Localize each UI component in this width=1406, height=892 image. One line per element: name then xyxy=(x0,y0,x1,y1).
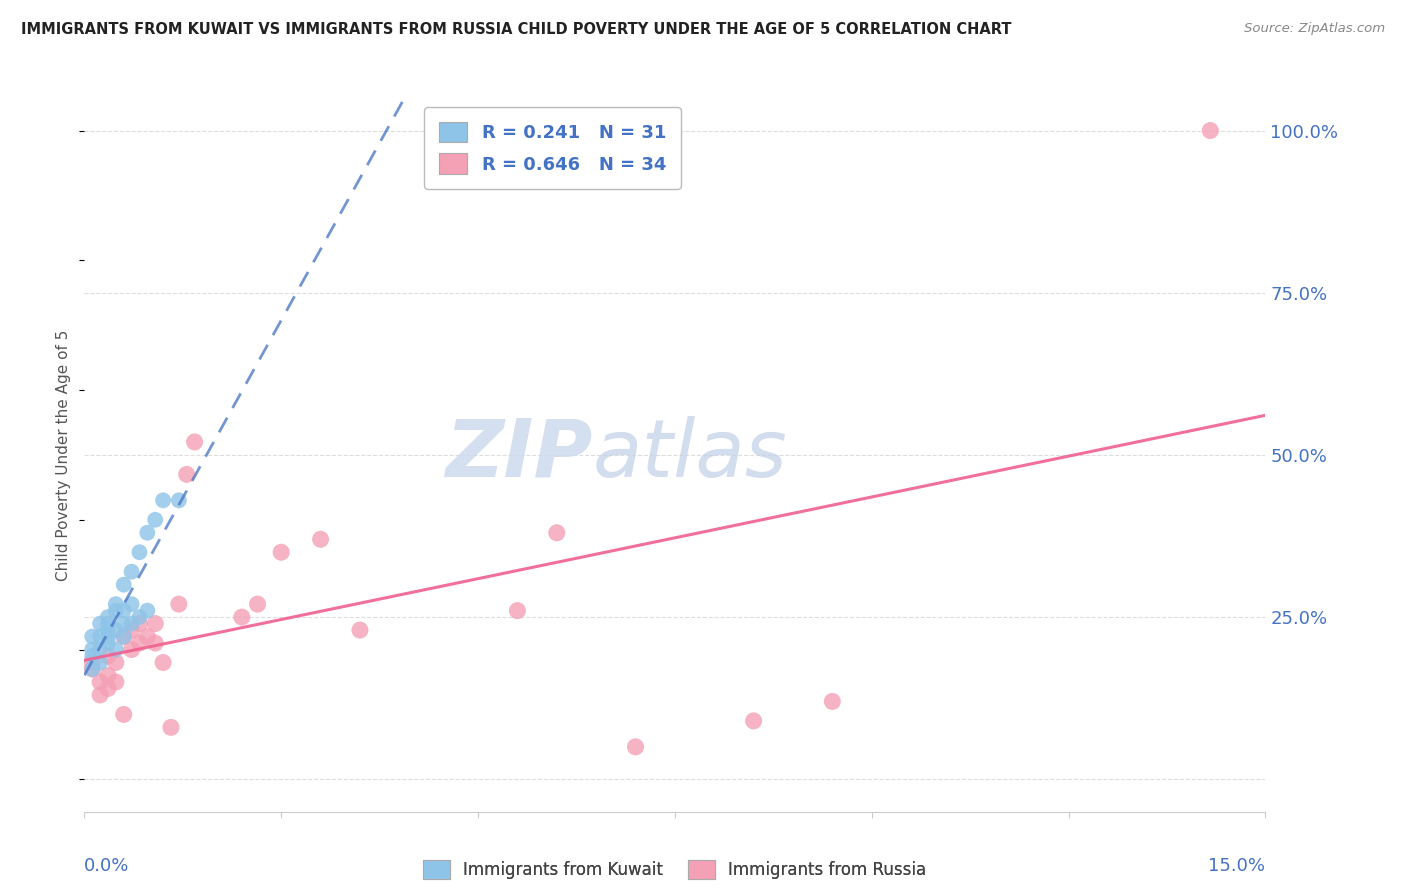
Point xyxy=(309,533,332,547)
Point xyxy=(89,688,111,702)
Point xyxy=(89,656,111,670)
Point xyxy=(128,610,150,624)
Point xyxy=(624,739,647,754)
Point xyxy=(82,662,104,676)
Text: 15.0%: 15.0% xyxy=(1208,857,1265,875)
Point xyxy=(104,675,127,690)
Point xyxy=(128,616,150,631)
Point xyxy=(152,493,174,508)
Point xyxy=(176,467,198,482)
Point xyxy=(97,681,120,696)
Point xyxy=(112,707,135,722)
Point xyxy=(97,668,120,682)
Point xyxy=(128,545,150,559)
Point xyxy=(136,604,159,618)
Point xyxy=(82,642,104,657)
Point xyxy=(143,616,166,631)
Text: 0.0%: 0.0% xyxy=(84,857,129,875)
Y-axis label: Child Poverty Under the Age of 5: Child Poverty Under the Age of 5 xyxy=(56,329,72,581)
Point xyxy=(121,642,143,657)
Point xyxy=(104,597,127,611)
Point xyxy=(1199,123,1222,137)
Point xyxy=(160,720,183,734)
Point xyxy=(97,616,120,631)
Point xyxy=(136,630,159,644)
Point xyxy=(89,630,111,644)
Point xyxy=(121,597,143,611)
Point xyxy=(97,648,120,663)
Point xyxy=(104,604,127,618)
Point xyxy=(128,636,150,650)
Legend: Immigrants from Kuwait, Immigrants from Russia: Immigrants from Kuwait, Immigrants from … xyxy=(416,853,934,886)
Point xyxy=(167,493,190,508)
Point xyxy=(121,623,143,637)
Point xyxy=(97,630,120,644)
Point xyxy=(104,642,127,657)
Text: Source: ZipAtlas.com: Source: ZipAtlas.com xyxy=(1244,22,1385,36)
Text: IMMIGRANTS FROM KUWAIT VS IMMIGRANTS FROM RUSSIA CHILD POVERTY UNDER THE AGE OF : IMMIGRANTS FROM KUWAIT VS IMMIGRANTS FRO… xyxy=(21,22,1011,37)
Point xyxy=(821,694,844,708)
Text: ZIP: ZIP xyxy=(444,416,592,494)
Point xyxy=(89,675,111,690)
Point xyxy=(104,623,127,637)
Point xyxy=(143,636,166,650)
Point xyxy=(121,565,143,579)
Text: atlas: atlas xyxy=(592,416,787,494)
Point xyxy=(121,616,143,631)
Point xyxy=(270,545,292,559)
Point xyxy=(82,662,104,676)
Point xyxy=(97,623,120,637)
Point xyxy=(104,656,127,670)
Point xyxy=(82,630,104,644)
Point xyxy=(246,597,269,611)
Point xyxy=(112,630,135,644)
Point xyxy=(112,577,135,591)
Point xyxy=(152,656,174,670)
Point xyxy=(546,525,568,540)
Point xyxy=(183,434,205,449)
Point xyxy=(97,610,120,624)
Point xyxy=(82,648,104,663)
Point xyxy=(742,714,765,728)
Point xyxy=(89,642,111,657)
Point xyxy=(143,513,166,527)
Point xyxy=(82,656,104,670)
Point xyxy=(231,610,253,624)
Point xyxy=(349,623,371,637)
Point xyxy=(97,636,120,650)
Point xyxy=(112,630,135,644)
Point xyxy=(112,604,135,618)
Point xyxy=(136,525,159,540)
Point xyxy=(112,616,135,631)
Point xyxy=(506,604,529,618)
Point xyxy=(167,597,190,611)
Point xyxy=(89,616,111,631)
